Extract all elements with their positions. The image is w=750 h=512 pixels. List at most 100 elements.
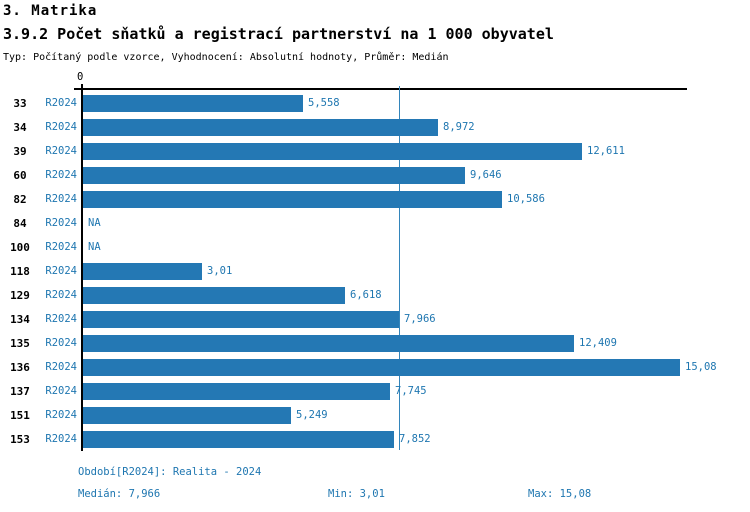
chart-row: 135 R2024 12,409 — [0, 331, 750, 355]
bar-area: 12,611 — [83, 139, 750, 163]
value-label: 3,01 — [207, 265, 233, 277]
bar[interactable] — [83, 262, 202, 280]
na-label: NA — [88, 217, 101, 229]
footer-max: Max: 15,08 — [528, 488, 592, 500]
value-label: 5,249 — [296, 409, 328, 421]
bar-area: NA — [83, 211, 750, 235]
chart-rows: 33 R2024 5,558 34 R2024 8,972 39 R2024 12,611 60 R… — [0, 91, 750, 451]
series-period-label: R2024 — [45, 313, 77, 325]
row-category-label: 153 — [10, 432, 30, 446]
report-header: 3. Matrika 3.9.2 Počet sňatků a registra… — [3, 3, 554, 63]
bar-area: 12,409 — [83, 331, 750, 355]
value-label: 12,409 — [579, 337, 617, 349]
chart-row: 100 R2024 NA — [0, 235, 750, 259]
bar[interactable] — [83, 166, 465, 184]
row-category-label: 118 — [10, 264, 30, 278]
value-label: 7,745 — [395, 385, 427, 397]
chart-row: 136 R2024 15,08 — [0, 355, 750, 379]
bar-area: 3,01 — [83, 259, 750, 283]
chart-row: 151 R2024 5,249 — [0, 403, 750, 427]
bar-chart: 0 33 R2024 5,558 34 R2024 8,972 39 R2024 12,611 6… — [0, 71, 750, 451]
row-category-label: 84 — [13, 216, 27, 230]
value-label: 15,08 — [685, 361, 717, 373]
chart-row: 118 R2024 3,01 — [0, 259, 750, 283]
bar[interactable] — [83, 358, 680, 376]
series-period-label: R2024 — [45, 337, 77, 349]
bar[interactable] — [83, 142, 582, 160]
row-category-label: 129 — [10, 288, 30, 302]
chart-row: 60 R2024 9,646 — [0, 163, 750, 187]
bar[interactable] — [83, 406, 291, 424]
series-period-label: R2024 — [45, 361, 77, 373]
value-label: 6,618 — [350, 289, 382, 301]
bar-area: 10,586 — [83, 187, 750, 211]
value-label: 12,611 — [587, 145, 625, 157]
bar[interactable] — [83, 382, 390, 400]
bar[interactable] — [83, 334, 574, 352]
bar-area: 7,745 — [83, 379, 750, 403]
row-category-label: 137 — [10, 384, 30, 398]
series-period-label: R2024 — [45, 217, 77, 229]
na-label: NA — [88, 241, 101, 253]
bar-area: 5,558 — [83, 91, 750, 115]
bar-area: 5,249 — [83, 403, 750, 427]
series-period-label: R2024 — [45, 145, 77, 157]
value-label: 9,646 — [470, 169, 502, 181]
row-category-label: 135 — [10, 336, 30, 350]
series-period-label: R2024 — [45, 385, 77, 397]
bar[interactable] — [83, 94, 303, 112]
bar[interactable] — [83, 190, 502, 208]
footer-min: Min: 3,01 — [328, 488, 385, 500]
bar-area: 6,618 — [83, 283, 750, 307]
row-category-label: 151 — [10, 408, 30, 422]
series-period-label: R2024 — [45, 409, 77, 421]
series-period-label: R2024 — [45, 169, 77, 181]
row-category-label: 60 — [13, 168, 27, 182]
bar[interactable] — [83, 118, 438, 136]
row-category-label: 33 — [13, 96, 27, 110]
series-period-label: R2024 — [45, 289, 77, 301]
page-title: 3. Matrika — [3, 3, 98, 19]
row-category-label: 82 — [13, 192, 27, 206]
y-axis-line — [81, 84, 83, 451]
value-label: 5,558 — [308, 97, 340, 109]
series-period-label: R2024 — [45, 265, 77, 277]
bar[interactable] — [83, 430, 394, 448]
bar-area: 7,966 — [83, 307, 750, 331]
value-label: 7,852 — [399, 433, 431, 445]
chart-row: 137 R2024 7,745 — [0, 379, 750, 403]
median-line — [399, 86, 400, 450]
footer-period: Období[R2024]: Realita - 2024 — [78, 466, 262, 478]
bar-area: 9,646 — [83, 163, 750, 187]
row-category-label: 39 — [13, 144, 27, 158]
value-label: 7,966 — [404, 313, 436, 325]
row-category-label: 136 — [10, 360, 30, 374]
footer-median: Medián: 7,966 — [78, 488, 161, 500]
chart-meta: Typ: Počítaný podle vzorce, Vyhodnocení:… — [3, 51, 449, 63]
axis-zero-tick-label: 0 — [77, 71, 84, 83]
bar-area: 15,08 — [83, 355, 750, 379]
bar-area: 8,972 — [83, 115, 750, 139]
series-period-label: R2024 — [45, 241, 77, 253]
x-axis-line — [74, 88, 687, 90]
bar-area: 7,852 — [83, 427, 750, 451]
chart-row: 82 R2024 10,586 — [0, 187, 750, 211]
chart-row: 129 R2024 6,618 — [0, 283, 750, 307]
value-label: 10,586 — [507, 193, 545, 205]
row-category-label: 134 — [10, 312, 30, 326]
bar[interactable] — [83, 310, 399, 328]
bar[interactable] — [83, 286, 345, 304]
row-category-label: 100 — [10, 240, 30, 254]
value-label: 8,972 — [443, 121, 475, 133]
chart-title: 3.9.2 Počet sňatků a registrací partners… — [3, 25, 554, 44]
chart-row: 34 R2024 8,972 — [0, 115, 750, 139]
series-period-label: R2024 — [45, 433, 77, 445]
chart-row: 84 R2024 NA — [0, 211, 750, 235]
chart-row: 33 R2024 5,558 — [0, 91, 750, 115]
series-period-label: R2024 — [45, 97, 77, 109]
chart-row: 39 R2024 12,611 — [0, 139, 750, 163]
chart-row: 153 R2024 7,852 — [0, 427, 750, 451]
row-category-label: 34 — [13, 120, 27, 134]
chart-row: 134 R2024 7,966 — [0, 307, 750, 331]
